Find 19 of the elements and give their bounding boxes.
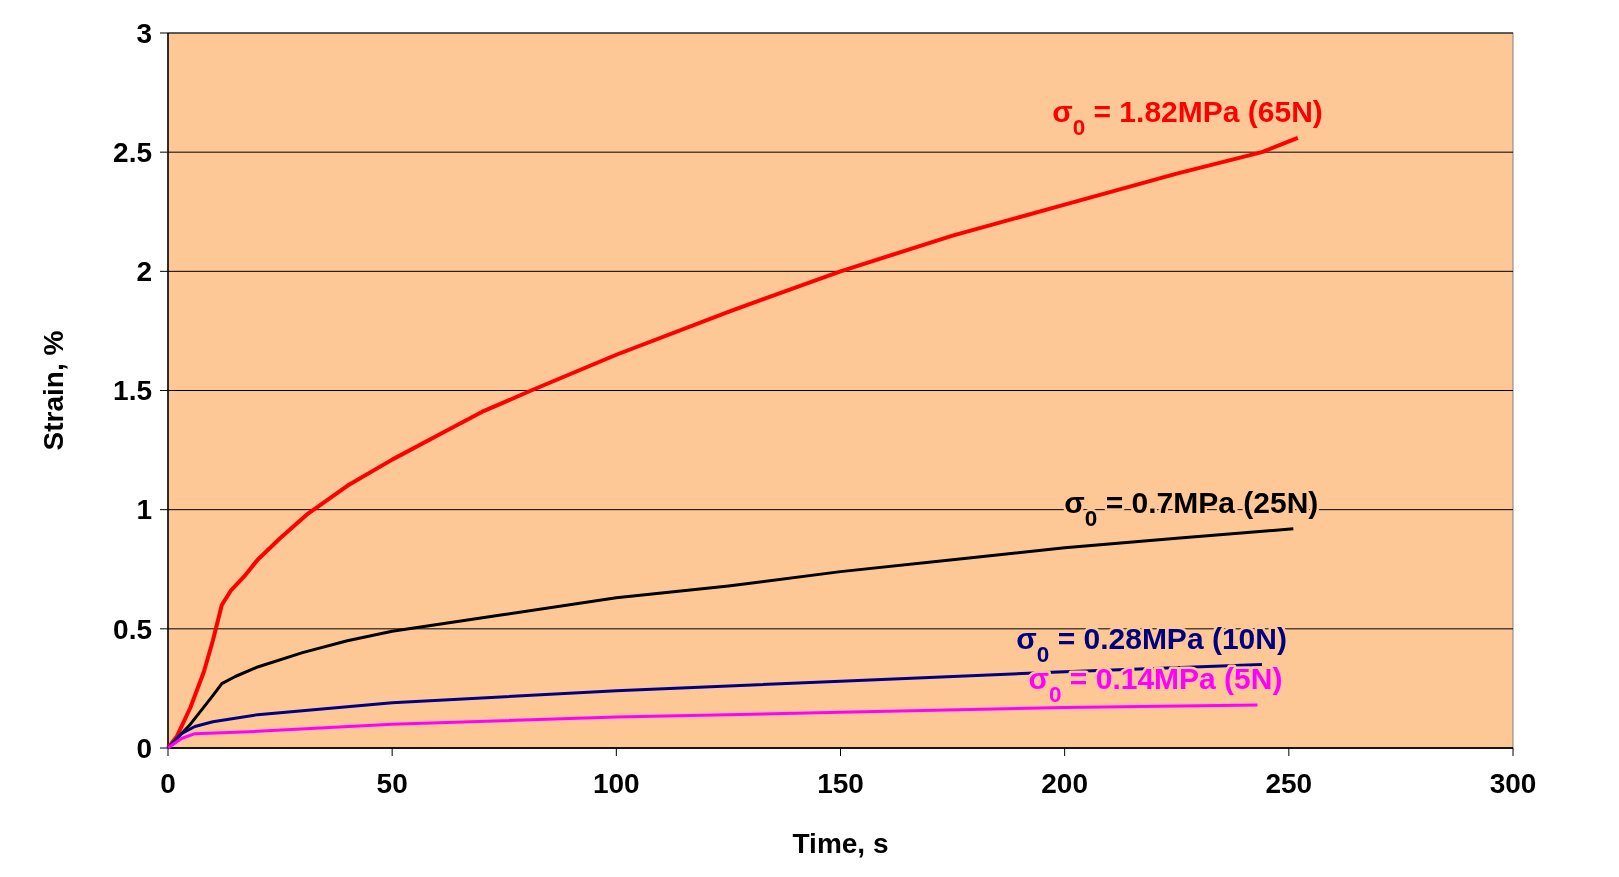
y-tick-label: 1 — [136, 494, 152, 526]
x-tick-label: 0 — [160, 768, 176, 799]
y-tick-label: 2 — [136, 256, 152, 288]
x-tick-label: 250 — [1265, 768, 1313, 799]
x-tick-label: 300 — [1489, 768, 1537, 799]
x-axis-title: Time, s — [792, 828, 889, 859]
y-axis-title: Strain, % — [38, 330, 69, 451]
series-label: σ$_{0}$ = 0.28MPa (10N) — [1016, 621, 1287, 667]
y-tick-label: 0 — [136, 732, 152, 764]
x-tick-label: 50 — [376, 768, 408, 799]
line-series — [166, 703, 1259, 750]
x-tick-label: 200 — [1041, 768, 1089, 799]
y-tick-label: 1.5 — [113, 375, 152, 407]
x-tick-label: 150 — [817, 768, 864, 799]
y-tick-label: 0.5 — [113, 613, 152, 645]
y-tick-label: 3 — [136, 17, 152, 49]
x-tick-label: 100 — [592, 768, 640, 799]
series-label: σ$_{0}$ = 1.82MPa (65N) — [1052, 94, 1323, 140]
y-tick-label: 2.5 — [113, 136, 152, 168]
